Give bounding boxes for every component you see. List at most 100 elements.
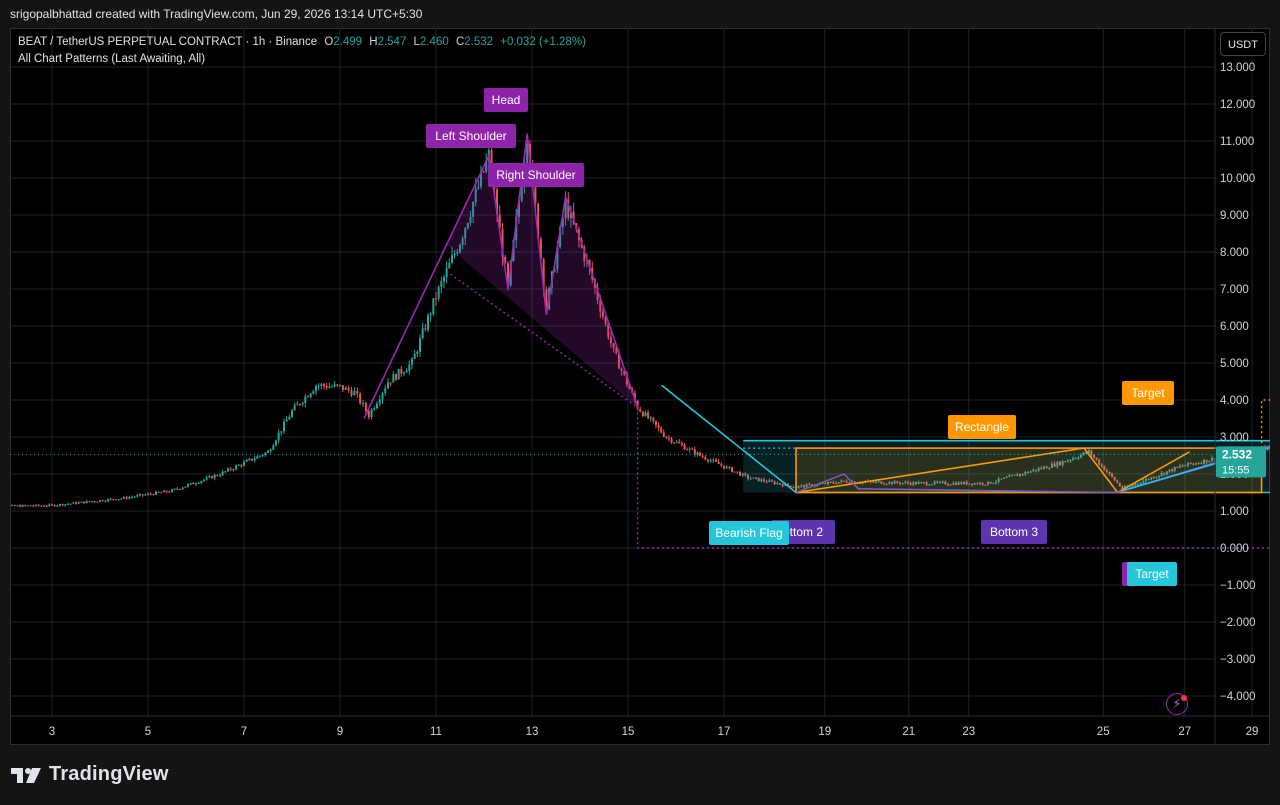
candle-body	[1103, 465, 1106, 471]
candle-body	[1108, 472, 1111, 474]
candle-body	[13, 505, 16, 507]
last-price-tag	[1216, 446, 1266, 478]
candle-body	[152, 494, 155, 496]
candle-body	[280, 431, 283, 433]
candle-body	[520, 185, 523, 201]
candle-body	[1187, 462, 1189, 466]
candle-body	[652, 417, 655, 421]
price-tick-label: 4.000	[1220, 395, 1249, 407]
tradingview-logo-icon	[11, 767, 41, 783]
candle-body	[599, 300, 602, 312]
legend-c-value: 2.532	[464, 36, 494, 48]
time-tick-label: 9	[337, 726, 343, 738]
candle-body	[709, 460, 712, 462]
candle-body	[435, 298, 437, 300]
candle-body	[776, 483, 779, 485]
candle-body	[367, 410, 370, 417]
candle-body	[757, 477, 760, 482]
candle-body	[264, 452, 267, 456]
legend-h-label: H	[369, 36, 378, 48]
label-bottom-3-bg	[981, 520, 1047, 544]
candle-body	[553, 269, 556, 272]
time-tick-label: 19	[818, 726, 831, 738]
candle-body	[288, 416, 291, 420]
time-tick-label: 13	[526, 726, 539, 738]
candle-body	[717, 461, 720, 465]
candle-body	[370, 409, 373, 417]
candle-body	[1037, 468, 1040, 471]
candle-body	[984, 484, 987, 486]
candle-body	[1118, 483, 1121, 487]
pattern-drawings	[10, 133, 1270, 549]
price-tick-label: 5.000	[1220, 358, 1249, 370]
price-tick-label: 10.000	[1220, 173, 1255, 185]
candle-body	[1061, 461, 1064, 466]
candle-body	[315, 385, 317, 392]
candle-body	[832, 482, 835, 484]
candle-body	[691, 448, 694, 450]
candle-body	[24, 505, 27, 507]
candle-body	[496, 189, 499, 215]
candle-body	[915, 482, 917, 485]
tradingview-logo[interactable]: TradingView	[11, 763, 169, 786]
candle-body	[641, 411, 644, 416]
candle-body	[131, 496, 133, 498]
candle-body	[507, 263, 509, 286]
hs-neckline	[449, 273, 639, 408]
candle-body	[139, 494, 141, 496]
candle-body	[192, 482, 195, 485]
candle-body	[453, 253, 456, 256]
candle-body	[1074, 458, 1077, 460]
candle-body	[120, 498, 123, 500]
candle-body	[163, 490, 165, 493]
candle-body	[1176, 466, 1179, 468]
candle-body	[819, 483, 821, 485]
candle-body	[904, 482, 907, 484]
candle-body	[1087, 450, 1090, 454]
candle-body	[1056, 461, 1059, 467]
candle-body	[1095, 457, 1098, 460]
candle-body	[715, 459, 717, 462]
price-tick-label: −3.000	[1220, 654, 1256, 666]
candle-body	[160, 492, 163, 494]
candle-body	[1142, 480, 1145, 484]
price-axis: 13.000 12.000 11.000 10.000 9.000 8.000 7.000 6…	[1214, 28, 1266, 745]
price-chart-svg[interactable]: Head Left Shoulder Right Shoulder ottom 2Be…	[10, 28, 1270, 745]
candle-body	[155, 491, 157, 495]
candle-body	[179, 489, 181, 491]
candle-body	[395, 374, 397, 380]
candle-body	[736, 471, 739, 473]
candle-body	[104, 501, 107, 503]
candle-body	[203, 479, 205, 481]
chart-pane[interactable]	[10, 28, 1270, 745]
candle-body	[607, 323, 610, 338]
flash-icon[interactable]: ⚡	[1166, 693, 1188, 715]
legend-symbol: BEAT / TetherUS PERPETUAL CONTRACT · 1h …	[18, 36, 318, 48]
candle-body	[424, 328, 427, 330]
candle-body	[744, 473, 747, 476]
candle-body	[683, 444, 686, 450]
price-tick-label: 11.000	[1220, 136, 1254, 148]
candle-body	[1113, 476, 1116, 481]
candle-body	[389, 382, 392, 384]
candle-body	[979, 482, 981, 485]
legend-symbol-line[interactable]: BEAT / TetherUS PERPETUAL CONTRACT · 1h …	[18, 34, 586, 51]
candle-body	[1000, 478, 1003, 480]
candle-body	[1205, 459, 1208, 463]
label-target-orange-bg	[1122, 381, 1174, 405]
price-tick-label: 6.000	[1220, 321, 1249, 333]
currency-button[interactable]: USDT	[1220, 32, 1266, 56]
candle-body	[1189, 462, 1192, 464]
candle-body	[526, 143, 529, 163]
candle-body	[397, 368, 400, 380]
candle-body	[704, 457, 707, 460]
legend-o-label: O	[324, 36, 334, 48]
candle-body	[1152, 477, 1155, 479]
candle-body	[251, 458, 253, 461]
candle-body	[147, 493, 149, 495]
candle-body	[128, 497, 131, 499]
candle-body	[125, 497, 128, 499]
candle-body	[649, 417, 652, 419]
candle-body	[1139, 483, 1142, 485]
legend-indicator[interactable]: All Chart Patterns (Last Awaiting, All)	[18, 53, 206, 65]
